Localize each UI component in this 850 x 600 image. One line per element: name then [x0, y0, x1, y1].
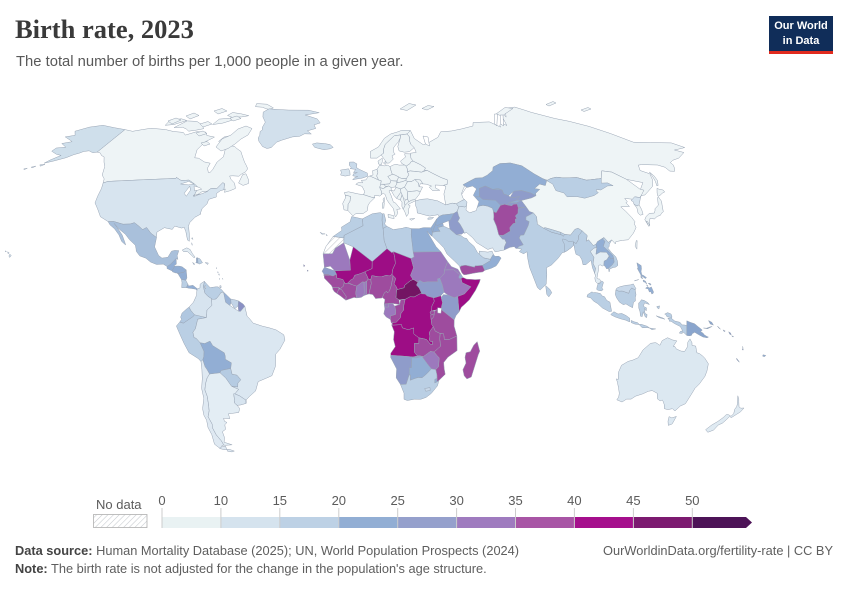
svg-text:25: 25 — [390, 493, 404, 508]
svg-text:45: 45 — [626, 493, 640, 508]
svg-text:15: 15 — [273, 493, 287, 508]
svg-text:40: 40 — [567, 493, 581, 508]
svg-text:0: 0 — [158, 493, 165, 508]
svg-text:50: 50 — [685, 493, 699, 508]
svg-text:35: 35 — [508, 493, 522, 508]
svg-text:10: 10 — [214, 493, 228, 508]
svg-text:20: 20 — [332, 493, 346, 508]
svg-text:30: 30 — [449, 493, 463, 508]
